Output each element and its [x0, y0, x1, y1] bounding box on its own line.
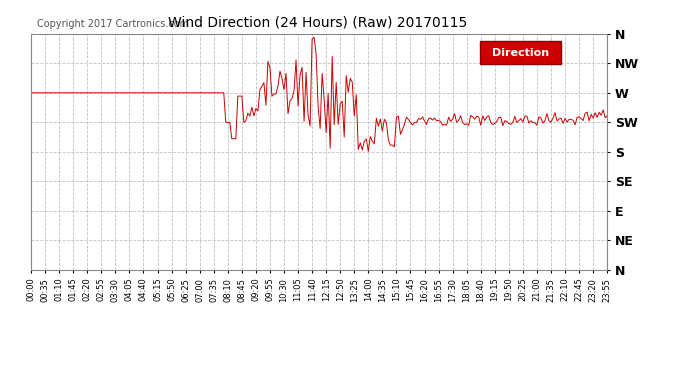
Text: Wind Direction (24 Hours) (Raw) 20170115: Wind Direction (24 Hours) (Raw) 20170115	[168, 15, 467, 29]
FancyBboxPatch shape	[480, 41, 561, 64]
Text: Direction: Direction	[492, 48, 549, 58]
Text: Copyright 2017 Cartronics.com: Copyright 2017 Cartronics.com	[37, 19, 189, 29]
